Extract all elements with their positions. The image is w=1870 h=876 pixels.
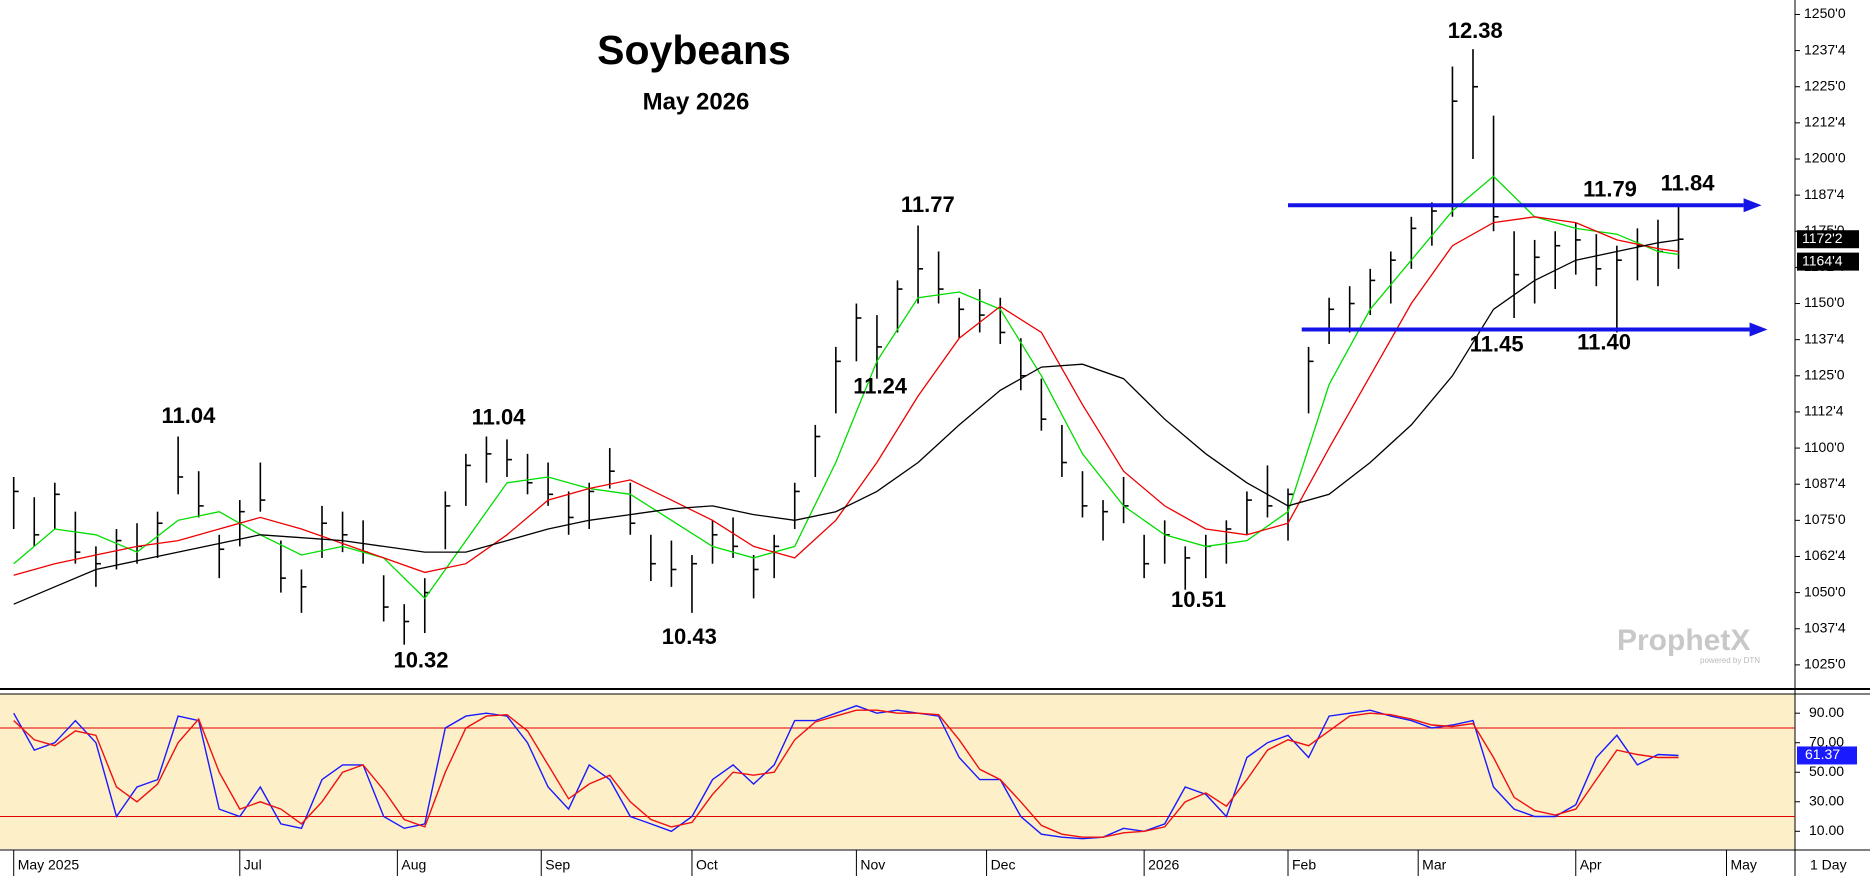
- chart-subtitle: May 2026: [643, 88, 750, 115]
- last-price-tag: [1797, 252, 1859, 271]
- last-price-label: 1172'2: [1802, 230, 1843, 246]
- last-price-label: 1164'4: [1802, 252, 1843, 268]
- stochastic-line: [13, 705, 1679, 840]
- y-tick-label: 1150'0: [1804, 294, 1845, 310]
- arrow-head: [1749, 322, 1768, 337]
- x-tick-label: Apr: [1580, 857, 1602, 873]
- y-tick-label: 1075'0: [1804, 511, 1846, 527]
- period-label: 1 Day: [1810, 857, 1847, 873]
- y-tick-label: 1100'0: [1804, 439, 1845, 455]
- y-tick-label: 1237'4: [1804, 41, 1846, 57]
- y-tick-label: 30.00: [1809, 792, 1844, 808]
- y-tick-label: 50.00: [1809, 763, 1844, 779]
- watermark-sub: powered by DTN: [1700, 656, 1760, 665]
- y-tick-label: 70.00: [1809, 733, 1844, 749]
- price-annotation: 11.04: [472, 404, 527, 429]
- y-tick-label: 10.00: [1809, 822, 1844, 838]
- x-tick-label: Feb: [1292, 857, 1316, 873]
- moving-average: [13, 216, 1679, 576]
- stoch-panel-bg: [0, 694, 1795, 849]
- y-tick-label: 1200'0: [1804, 150, 1846, 166]
- price-annotation: 12.38: [1448, 18, 1503, 43]
- stochastic-line: [13, 709, 1679, 838]
- y-tick-label: 1062'4: [1804, 547, 1846, 563]
- x-tick-label: 2026: [1148, 857, 1179, 873]
- x-tick-label: Mar: [1422, 857, 1446, 873]
- price-annotation: 10.43: [662, 624, 717, 649]
- y-tick-label: 1025'0: [1804, 656, 1846, 672]
- price-annotation: 11.04: [162, 403, 217, 428]
- x-tick-label: Jul: [244, 857, 262, 873]
- y-tick-label: 1212'4: [1804, 114, 1846, 130]
- x-tick-label: Sep: [545, 857, 570, 873]
- y-tick-label: 1112'4: [1804, 403, 1844, 419]
- x-tick-label: Oct: [696, 857, 718, 873]
- price-annotation: 11.79: [1583, 177, 1637, 202]
- y-tick-label: 1137'4: [1804, 330, 1845, 346]
- y-tick-label: 1187'4: [1804, 186, 1845, 202]
- price-annotation: 11.24: [853, 373, 908, 398]
- price-annotation: 11.77: [901, 192, 955, 217]
- y-tick-label: 90.00: [1809, 704, 1844, 720]
- price-annotation: 10.32: [393, 648, 448, 673]
- y-tick-label: 1087'4: [1804, 475, 1846, 491]
- price-annotation: 10.51: [1171, 587, 1226, 612]
- x-tick-label: Dec: [991, 857, 1016, 873]
- x-tick-label: May 2025: [18, 857, 80, 873]
- price-annotation: 11.40: [1577, 329, 1631, 354]
- price-annotation: 11.45: [1470, 332, 1524, 357]
- y-tick-label: 1037'4: [1804, 619, 1846, 635]
- y-tick-label: 1125'0: [1804, 367, 1845, 383]
- y-tick-label: 1050'0: [1804, 583, 1846, 599]
- price-annotation: 11.84: [1661, 171, 1716, 196]
- y-tick-label: 1250'0: [1804, 5, 1846, 21]
- watermark: ProphetX: [1617, 624, 1750, 657]
- arrow-head: [1743, 198, 1762, 213]
- x-tick-label: Nov: [860, 857, 885, 873]
- moving-average: [13, 239, 1679, 605]
- chart-title: Soybeans: [597, 27, 791, 73]
- x-tick-label: May: [1730, 857, 1756, 873]
- last-value-tag: [1797, 746, 1857, 765]
- moving-average: [13, 175, 1679, 600]
- last-price-tag: [1797, 230, 1859, 249]
- y-tick-label: 1225'0: [1804, 77, 1846, 93]
- last-value-label: 61.37: [1805, 746, 1840, 762]
- x-tick-label: Aug: [401, 857, 426, 873]
